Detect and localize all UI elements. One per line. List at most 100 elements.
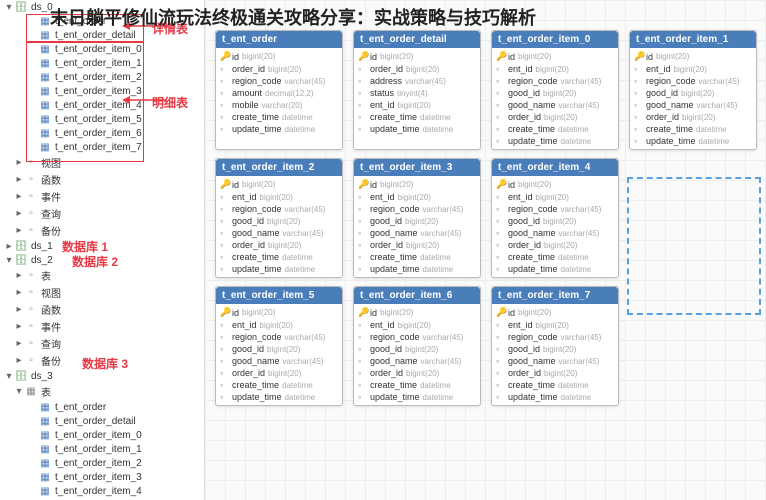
expand-icon[interactable]: ▸	[14, 321, 24, 332]
tree-folder-item[interactable]: ▸▫函数	[0, 301, 204, 318]
entity-field-row[interactable]: ◦create_timedatetime	[216, 251, 342, 263]
entity-field-row[interactable]: ◦statustinyint(4)	[354, 87, 480, 99]
entity-field-row[interactable]: ◦create_timedatetime	[492, 123, 618, 135]
entity-field-row[interactable]: 🔑idbigint(20)	[216, 306, 342, 319]
entity-field-row[interactable]: ◦order_idbigint(20)	[630, 111, 756, 123]
entity-field-row[interactable]: ◦good_idbigint(20)	[216, 343, 342, 355]
entity-field-row[interactable]: ◦update_timedatetime	[492, 391, 618, 403]
entity-field-row[interactable]: ◦good_namevarchar(45)	[354, 227, 480, 239]
entity-field-row[interactable]: ◦region_codevarchar(45)	[354, 331, 480, 343]
tree-ds2[interactable]: ▾ 🗄 ds_2	[0, 253, 204, 267]
expand-icon[interactable]: ▸	[14, 208, 24, 219]
entity-field-row[interactable]: ◦good_namevarchar(45)	[492, 99, 618, 111]
tree-folder-item[interactable]: ▸▫函数	[0, 171, 204, 188]
tree-folder-item[interactable]: ▸▫事件	[0, 188, 204, 205]
entity-card[interactable]: t_ent_order_item_0 🔑idbigint(20)◦ent_idbi…	[491, 30, 619, 150]
entity-card[interactable]: t_ent_order_item_2🔑idbigint(20)◦ent_idbi…	[215, 158, 343, 278]
entity-field-row[interactable]: ◦good_namevarchar(45)	[354, 355, 480, 367]
entity-field-row[interactable]: ◦create_timedatetime	[216, 379, 342, 391]
entity-field-row[interactable]: ◦create_timedatetime	[492, 379, 618, 391]
entity-field-row[interactable]: ◦amountdecimal(12,2)	[216, 87, 342, 99]
expand-icon[interactable]: ▸	[14, 225, 24, 236]
entity-field-row[interactable]: ◦ent_idbigint(20)	[216, 319, 342, 331]
entity-card[interactable]: t_ent_order_item_7🔑idbigint(20)◦ent_idbi…	[491, 286, 619, 406]
entity-field-row[interactable]: ◦good_namevarchar(45)	[216, 227, 342, 239]
expand-icon[interactable]: ▸	[14, 157, 24, 168]
tree-table-item[interactable]: ▦t_ent_order_item_3	[0, 84, 204, 98]
entity-card[interactable]: t_ent_order🔑idbigint(20)◦order_idbigint(…	[215, 30, 343, 150]
entity-canvas[interactable]: t_ent_order🔑idbigint(20)◦order_idbigint(…	[205, 0, 766, 500]
expand-icon[interactable]: ▸	[14, 304, 24, 315]
entity-field-row[interactable]: ◦ent_idbigint(20)	[354, 319, 480, 331]
tree-folder-item[interactable]: ▸▫视图	[0, 154, 204, 171]
tree-table-item[interactable]: ▦t_ent_order_item_4	[0, 484, 204, 498]
entity-field-row[interactable]: ◦ent_idbigint(20)	[492, 319, 618, 331]
entity-field-row[interactable]: ◦ent_idbigint(20)	[492, 63, 618, 75]
entity-header[interactable]: t_ent_order_detail	[354, 31, 480, 48]
entity-field-row[interactable]: ◦region_codevarchar(45)	[216, 203, 342, 215]
tree-table-group[interactable]: ▾ ▦ 表	[0, 383, 204, 400]
entity-header[interactable]: t_ent_order_item_6	[354, 287, 480, 304]
entity-header[interactable]: t_ent_order_item_2	[216, 159, 342, 176]
tree-table-item[interactable]: ▦t_ent_order_detail	[0, 28, 204, 42]
tree-table-item[interactable]: ▦t_ent_order_item_1	[0, 442, 204, 456]
entity-field-row[interactable]: ◦good_idbigint(20)	[492, 87, 618, 99]
expand-icon[interactable]: ▸	[4, 241, 14, 252]
tree-table-item[interactable]: ▦t_ent_order_item_7	[0, 140, 204, 154]
expand-icon[interactable]: ▸	[14, 270, 24, 281]
expand-icon[interactable]: ▸	[14, 355, 24, 366]
entity-field-row[interactable]: ◦update_timedatetime	[216, 263, 342, 275]
tree-table-item[interactable]: ▦t_ent_order_item_0	[0, 428, 204, 442]
expand-icon[interactable]: ▸	[14, 338, 24, 349]
collapse-icon[interactable]: ▾	[4, 2, 14, 13]
sidebar[interactable]: ▾ 🗄 ds_0 ▦t_ent_order▦t_ent_order_detail…	[0, 0, 205, 500]
entity-field-row[interactable]: ◦ent_idbigint(20)	[630, 63, 756, 75]
entity-card[interactable]: t_ent_order_item_5 🔑idbigint(20)◦ent_idbi…	[215, 286, 343, 406]
entity-field-row[interactable]: 🔑idbigint(20)	[354, 306, 480, 319]
entity-field-row[interactable]: ◦order_idbigint(20)	[492, 111, 618, 123]
tree-table-item[interactable]: ▦t_ent_order_item_1	[0, 56, 204, 70]
entity-field-row[interactable]: ◦create_timedatetime	[354, 111, 480, 123]
entity-field-row[interactable]: 🔑idbigint(20)	[216, 178, 342, 191]
expand-icon[interactable]: ▸	[14, 191, 24, 202]
expand-icon[interactable]: ▸	[14, 287, 24, 298]
collapse-icon[interactable]: ▾	[4, 255, 14, 266]
tree-table-item[interactable]: ▦t_ent_order_detail	[0, 414, 204, 428]
entity-field-row[interactable]: ◦good_namevarchar(45)	[216, 355, 342, 367]
entity-header[interactable]: t_ent_order_item_1	[630, 31, 756, 48]
entity-field-row[interactable]: ◦update_timedatetime	[216, 123, 342, 135]
entity-field-row[interactable]: ◦update_timedatetime	[492, 135, 618, 147]
entity-field-row[interactable]: ◦create_timedatetime	[630, 123, 756, 135]
entity-field-row[interactable]: ◦order_idbigint(20)	[492, 367, 618, 379]
entity-field-row[interactable]: ◦good_namevarchar(45)	[630, 99, 756, 111]
entity-field-row[interactable]: 🔑idbigint(20)	[216, 50, 342, 63]
entity-field-row[interactable]: 🔑idbigint(20)	[492, 178, 618, 191]
entity-header[interactable]: t_ent_order_item_0	[492, 31, 618, 48]
entity-field-row[interactable]: ◦create_timedatetime	[492, 251, 618, 263]
entity-field-row[interactable]: ◦good_idbigint(20)	[354, 215, 480, 227]
entity-field-row[interactable]: ◦mobilevarchar(20)	[216, 99, 342, 111]
entity-card[interactable]: t_ent_order_item_3🔑idbigint(20)◦ent_idbi…	[353, 158, 481, 278]
entity-field-row[interactable]: ◦update_timedatetime	[630, 135, 756, 147]
collapse-icon[interactable]: ▾	[14, 386, 24, 397]
entity-card[interactable]: t_ent_order_item_6 🔑idbigint(20)◦ent_idbi…	[353, 286, 481, 406]
entity-field-row[interactable]: ◦region_codevarchar(45)	[630, 75, 756, 87]
entity-field-row[interactable]: 🔑idbigint(20)	[354, 50, 480, 63]
entity-field-row[interactable]: 🔑idbigint(20)	[492, 50, 618, 63]
entity-field-row[interactable]: ◦create_timedatetime	[216, 111, 342, 123]
entity-field-row[interactable]: ◦update_timedatetime	[492, 263, 618, 275]
tree-folder-item[interactable]: ▸▫查询	[0, 205, 204, 222]
entity-field-row[interactable]: ◦ent_idbigint(20)	[354, 99, 480, 111]
tree-table-item[interactable]: ▦t_ent_order_item_3	[0, 470, 204, 484]
entity-field-row[interactable]: ◦ent_idbigint(20)	[354, 191, 480, 203]
collapse-icon[interactable]: ▾	[4, 371, 14, 382]
entity-field-row[interactable]: ◦order_idbigint(20)	[216, 63, 342, 75]
entity-field-row[interactable]: ◦update_timedatetime	[354, 391, 480, 403]
entity-field-row[interactable]: ◦good_idbigint(20)	[630, 87, 756, 99]
tree-folder-item[interactable]: ▸▫事件	[0, 318, 204, 335]
entity-field-row[interactable]: ◦good_idbigint(20)	[492, 343, 618, 355]
entity-field-row[interactable]: ◦order_idbigint(20)	[354, 367, 480, 379]
entity-field-row[interactable]: ◦order_idbigint(20)	[216, 367, 342, 379]
entity-header[interactable]: t_ent_order_item_5	[216, 287, 342, 304]
entity-field-row[interactable]: ◦order_idbigint(20)	[354, 63, 480, 75]
